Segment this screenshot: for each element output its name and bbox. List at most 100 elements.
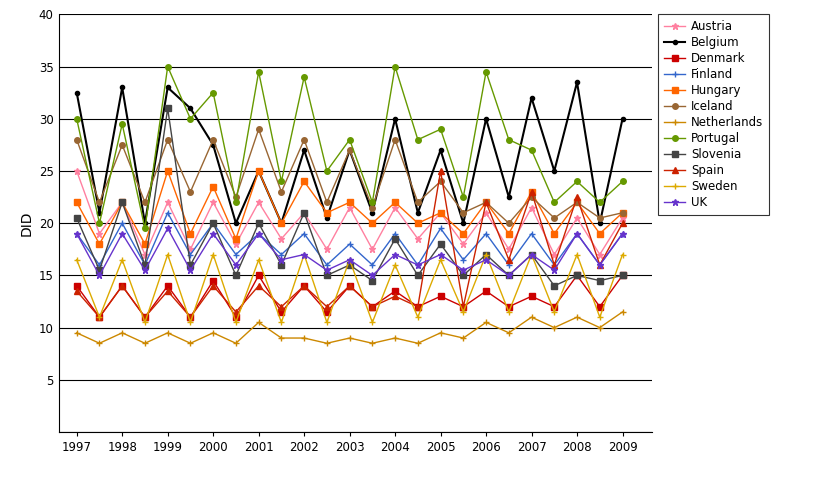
Belgium (140, 220, 150, 226)
Spain (344, 283, 354, 289)
Netherlands (504, 330, 514, 336)
Iceland (367, 204, 377, 210)
Finland (367, 262, 377, 268)
Austria (277, 236, 287, 242)
UK (299, 252, 309, 257)
Netherlands (572, 314, 582, 320)
Spain (527, 189, 537, 195)
Spain (481, 200, 491, 205)
UK (163, 226, 173, 231)
Austria (618, 215, 628, 221)
Netherlands (253, 320, 263, 325)
Denmark (231, 314, 241, 320)
Netherlands (186, 340, 196, 346)
Spain (572, 194, 582, 200)
Spain (458, 304, 468, 310)
Iceland (436, 179, 446, 184)
Hungary (299, 179, 309, 184)
Austria (504, 246, 514, 252)
Denmark (549, 304, 559, 310)
UK (436, 252, 446, 257)
Spain (299, 283, 309, 289)
Belgium (413, 210, 423, 216)
Line: UK: UK (74, 225, 626, 279)
Spain (253, 283, 263, 289)
Slovenia (208, 220, 218, 226)
Portugal (367, 200, 377, 205)
Belgium (481, 116, 491, 122)
Sweden (390, 262, 400, 268)
Finland (618, 231, 628, 237)
Spain (322, 304, 332, 310)
Hungary (72, 200, 82, 205)
Sweden (322, 320, 332, 325)
Sweden (117, 257, 127, 263)
UK (390, 252, 400, 257)
Hungary (117, 200, 127, 205)
Legend: Austria, Belgium, Denmark, Finland, Hungary, Iceland, Netherlands, Portugal, Slo: Austria, Belgium, Denmark, Finland, Hung… (658, 14, 769, 215)
Slovenia (344, 262, 354, 268)
Belgium (72, 90, 82, 96)
Austria (481, 210, 491, 216)
Sweden (253, 257, 263, 263)
Austria (367, 246, 377, 252)
Spain (413, 304, 423, 310)
Slovenia (163, 106, 173, 111)
Netherlands (94, 340, 104, 346)
Austria (186, 246, 196, 252)
UK (344, 257, 354, 263)
Sweden (413, 314, 423, 320)
Finland (594, 262, 604, 268)
Hungary (481, 200, 491, 205)
Belgium (594, 220, 604, 226)
Denmark (253, 273, 263, 278)
Denmark (208, 278, 218, 284)
Netherlands (367, 340, 377, 346)
Hungary (458, 231, 468, 237)
Slovenia (277, 262, 287, 268)
Finland (231, 252, 241, 257)
Hungary (572, 200, 582, 205)
Slovenia (117, 200, 127, 205)
UK (594, 262, 604, 268)
Denmark (594, 304, 604, 310)
Belgium (390, 116, 400, 122)
Austria (390, 204, 400, 210)
Portugal (481, 69, 491, 75)
Denmark (344, 283, 354, 289)
Spain (72, 288, 82, 294)
Denmark (163, 283, 173, 289)
Iceland (94, 200, 104, 205)
Sweden (299, 252, 309, 257)
Denmark (572, 273, 582, 278)
Belgium (458, 220, 468, 226)
Portugal (572, 179, 582, 184)
Portugal (549, 200, 559, 205)
Netherlands (72, 330, 82, 336)
Finland (572, 231, 582, 237)
Finland (186, 252, 196, 257)
Line: Denmark: Denmark (74, 273, 625, 320)
Belgium (618, 116, 628, 122)
Netherlands (322, 340, 332, 346)
Netherlands (140, 340, 150, 346)
Iceland (390, 137, 400, 143)
Denmark (140, 314, 150, 320)
Portugal (231, 200, 241, 205)
Sweden (231, 320, 241, 325)
Sweden (344, 257, 354, 263)
Iceland (549, 215, 559, 221)
Austria (299, 210, 309, 216)
Spain (277, 304, 287, 310)
Finland (481, 231, 491, 237)
Netherlands (117, 330, 127, 336)
Slovenia (367, 278, 377, 284)
Austria (549, 252, 559, 257)
Denmark (504, 304, 514, 310)
Spain (549, 262, 559, 268)
Netherlands (344, 335, 354, 341)
Finland (277, 252, 287, 257)
Iceland (117, 142, 127, 148)
Line: Iceland: Iceland (74, 126, 625, 226)
Hungary (344, 200, 354, 205)
